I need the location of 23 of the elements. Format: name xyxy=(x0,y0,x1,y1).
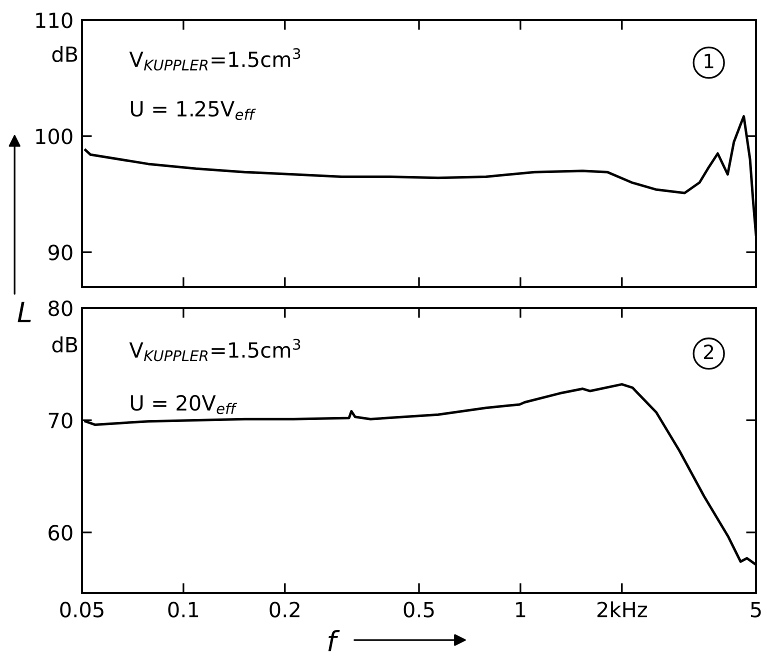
y-tick-label: 90 xyxy=(48,244,72,260)
text: dB xyxy=(52,336,78,353)
y-tick-label: 70 xyxy=(48,412,72,428)
x-axis-title: f xyxy=(328,630,340,652)
x-tick-label: 0.5 xyxy=(404,602,434,618)
x-tick-label: 0.1 xyxy=(168,602,198,618)
y-tick-label: 60 xyxy=(48,524,72,541)
annotation: 1 xyxy=(704,54,714,68)
annotation: V$_{KUPPLER}$=1.5cm$^{3}$ xyxy=(129,338,300,362)
x-tick-label: 5 xyxy=(750,602,761,618)
text: dB xyxy=(52,46,78,62)
x-tick-label: 0.05 xyxy=(60,602,104,618)
y-tick-label: 100 xyxy=(36,128,72,144)
x-tick-label: 1 xyxy=(516,602,526,618)
annotation: V$_{KUPPLER}$=1.5cm$^{3}$ xyxy=(129,48,300,71)
y-tick-label: 110 xyxy=(36,12,72,28)
annotation: U = 20V$_{eff}$ xyxy=(130,395,238,414)
annotation: U = 1.25V$_{eff}$ xyxy=(130,100,256,120)
y-axis-title: L xyxy=(18,302,31,322)
x-tick-label: 2kHz xyxy=(597,601,647,618)
x-tick-label: 0.2 xyxy=(270,602,300,618)
y-tick-label: 80 xyxy=(48,300,72,316)
annotation: 2 xyxy=(704,344,714,359)
